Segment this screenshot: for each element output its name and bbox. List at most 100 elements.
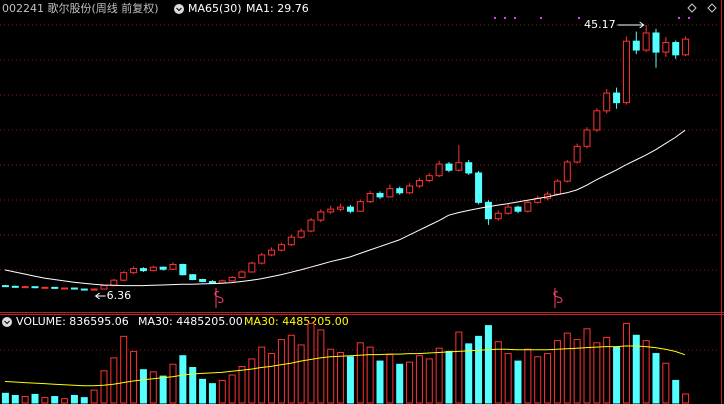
volume-bar (218, 379, 226, 404)
volume-bar (297, 344, 305, 404)
toggle-icon-arrow (176, 7, 182, 12)
volume-bar (376, 360, 384, 404)
volume-bar (494, 341, 502, 404)
candle-body (199, 278, 207, 283)
candle-body (662, 42, 670, 53)
volume-bar (445, 350, 453, 404)
volume-bar (31, 393, 39, 404)
candle-body (593, 110, 601, 131)
candle-body (445, 163, 453, 171)
volume-bar (208, 383, 216, 404)
candle-body (21, 286, 29, 289)
volume-bar (573, 339, 581, 404)
candle-body (228, 276, 236, 282)
volume-bar (632, 334, 640, 404)
volume-bar (199, 378, 207, 404)
candle-body (573, 145, 581, 163)
volume-bar (583, 328, 591, 404)
candle-body (189, 274, 197, 280)
volume-bar (672, 379, 680, 404)
volume-bar (396, 363, 404, 404)
candle-body (672, 42, 680, 56)
volume-bar (100, 370, 108, 404)
volume-bar (563, 332, 571, 404)
candle-body (258, 254, 266, 264)
marker-dot (678, 17, 680, 19)
volume-bar (248, 358, 256, 404)
toggle-icon[interactable] (2, 317, 12, 327)
candle-body (514, 206, 522, 212)
candle-body (268, 249, 276, 256)
candle-body (90, 288, 98, 291)
volume-bar (238, 365, 246, 404)
volume-bar (159, 375, 167, 404)
candle-body (553, 180, 561, 195)
candle-body (366, 192, 374, 203)
candle-body (61, 287, 69, 290)
volume-bar (455, 331, 463, 404)
candle-body (475, 172, 483, 203)
candle-body (356, 201, 364, 212)
volume-bar (475, 335, 483, 404)
candle-body (120, 272, 128, 281)
high-label: 45.17 (584, 18, 616, 31)
candle-body (396, 188, 404, 194)
toggle-icon-arrow (4, 320, 10, 325)
ma-value: MA1: 29.76 (246, 2, 309, 15)
candle-body (455, 162, 463, 171)
candle-body (603, 92, 611, 112)
volume-ma-label: MA30: 4485205.00 (138, 315, 243, 328)
candle-body (130, 268, 138, 274)
volume-ma-label: MA30: 4485205.00 (244, 315, 349, 328)
volume-bar (415, 355, 423, 404)
volume-bar (327, 348, 335, 404)
toolbar-icon[interactable] (687, 3, 717, 13)
toggle-icon[interactable] (174, 4, 184, 14)
volume-bar (603, 336, 611, 404)
volume-bar (593, 342, 601, 404)
volume-bar (268, 353, 276, 404)
volume-bar (179, 355, 187, 404)
candle-body (682, 38, 690, 56)
volume-bar (514, 360, 522, 404)
volume-bar (484, 325, 492, 404)
candle-body (504, 206, 512, 214)
candle-body (297, 230, 305, 238)
indicator-name: MA65(30) (188, 2, 242, 15)
event-marker (214, 291, 563, 303)
candle-body (652, 32, 660, 53)
candle-body (169, 263, 177, 270)
candle-body (70, 287, 78, 290)
volume-bar (287, 334, 295, 404)
volume-bar (228, 374, 236, 404)
candle-body (159, 266, 167, 270)
top-markers (494, 17, 690, 19)
volume-bar (41, 397, 49, 404)
volume-bar (51, 396, 59, 404)
candle-body (317, 211, 325, 221)
candle-body (465, 162, 473, 174)
candle-body (1, 285, 9, 288)
volume-bar (435, 347, 443, 404)
candle-body (622, 40, 630, 104)
volume-bar (90, 389, 98, 404)
candle-body (31, 286, 39, 289)
chart-title: 002241 歌尔股份(周线 前复权) (2, 1, 159, 15)
candle-body (484, 201, 492, 220)
volume-bar (337, 351, 345, 404)
volume-bar (120, 335, 128, 404)
candle-body (100, 285, 108, 290)
candle-body (563, 161, 571, 182)
volume-bar (110, 357, 118, 404)
candle-body (277, 244, 285, 251)
candle-body (583, 129, 591, 147)
volume-label: VOLUME: 836595.06 (16, 315, 129, 328)
marker-dot (688, 17, 690, 19)
high-arrow (617, 21, 645, 29)
candle-body (524, 201, 532, 212)
volume-bar (622, 322, 630, 404)
candle-body (376, 192, 384, 198)
volume-bar (258, 346, 266, 404)
candle-body (435, 163, 443, 177)
candle-body (11, 285, 19, 288)
